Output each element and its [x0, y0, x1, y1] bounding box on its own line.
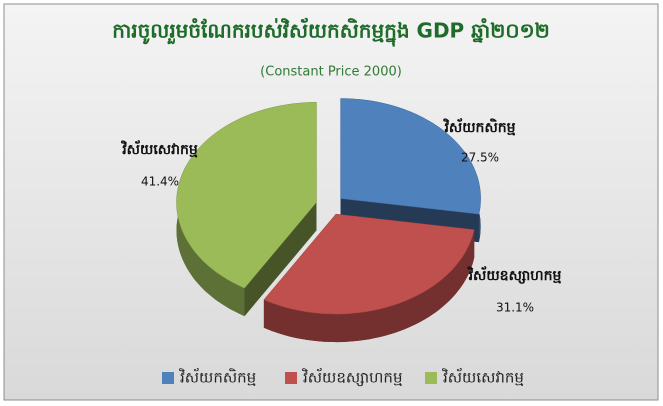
pie-slice — [340, 98, 481, 243]
chart-subtitle: (Constant Price 2000) — [260, 65, 402, 80]
value-label: 41.4% — [141, 175, 179, 189]
slice-top — [176, 102, 317, 289]
slice-side — [244, 202, 317, 317]
legend-swatch — [285, 372, 297, 384]
legend-label: វិស័យកសិកម្ម — [179, 368, 256, 387]
legend-swatch — [425, 372, 437, 384]
slice-top — [340, 98, 481, 215]
value-label: 31.1% — [496, 301, 534, 315]
value-label: 27.5% — [461, 151, 499, 165]
pie-slice — [263, 213, 475, 343]
slice-label: វិស័យឧស្សាហកម្ម — [467, 266, 562, 284]
slice-label: វិស័យកសិកម្ម — [443, 118, 516, 136]
slice-top — [263, 213, 475, 315]
legend-label: វិស័យសេវាកម្ម — [442, 368, 524, 387]
slice-label: វិស័យសេវាកម្ម — [121, 140, 198, 158]
slice-side — [263, 229, 475, 343]
legend-swatch — [162, 372, 174, 384]
legend-label: វិស័យឧស្សាហកម្ម — [302, 368, 403, 387]
pie-slice — [176, 102, 317, 317]
